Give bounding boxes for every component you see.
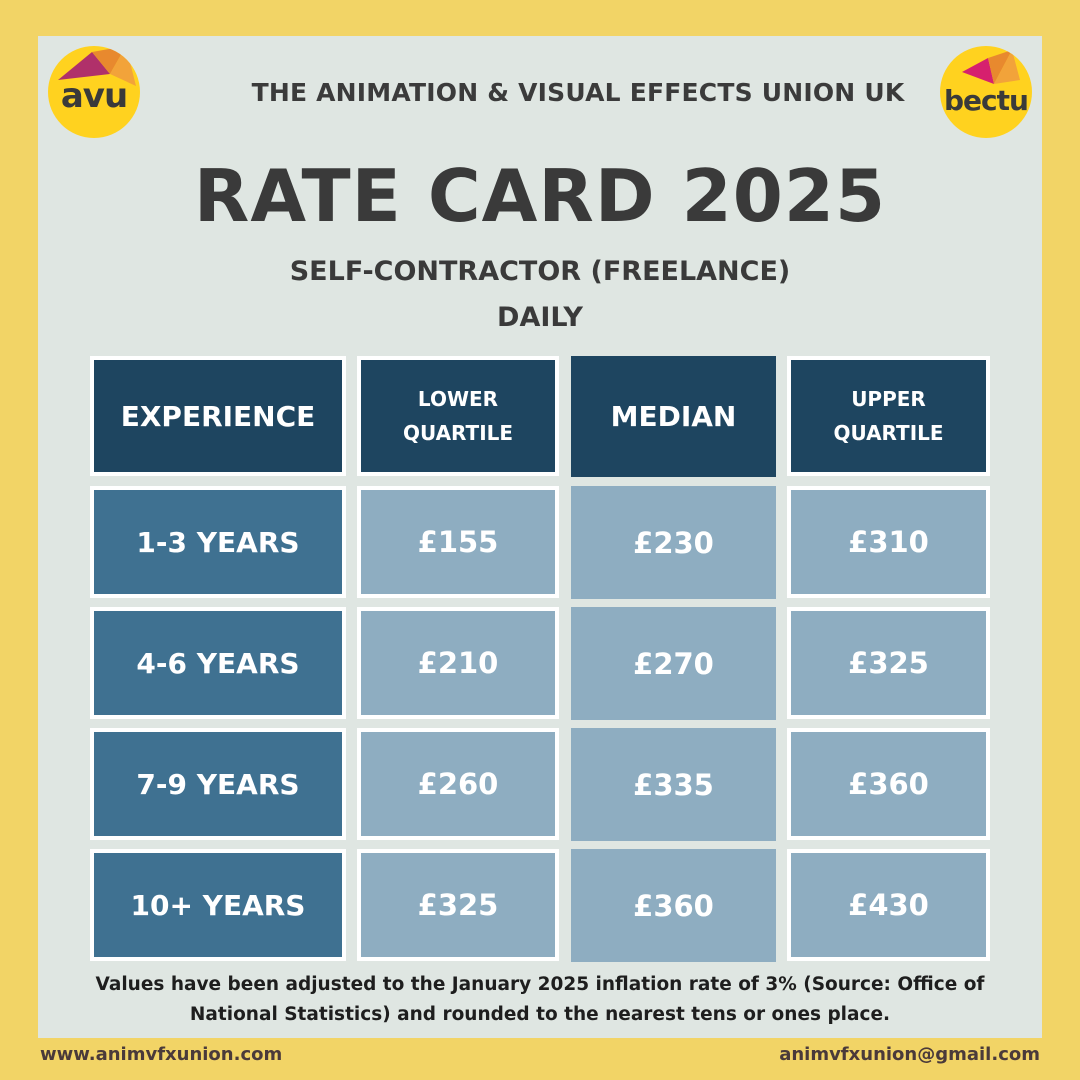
column-header-label: LOWER QUARTILE xyxy=(402,387,514,445)
avu-origami-logo-icon xyxy=(58,46,136,86)
table-cell-upper-quartile: £360 xyxy=(787,728,990,840)
table-cell-lower-quartile: £260 xyxy=(357,728,559,840)
column-header-label: EXPERIENCE xyxy=(120,399,316,433)
table-row-experience: 10+ YEARS xyxy=(90,849,346,961)
union-name: THE ANIMATION & VISUAL EFFECTS UNION UK xyxy=(251,78,905,107)
column-header-label: MEDIAN xyxy=(610,400,737,433)
table-cell-median: £360 xyxy=(571,849,776,962)
table-row-experience: 1-3 YEARS xyxy=(90,486,346,598)
rate-period: DAILY xyxy=(497,302,583,333)
column-header-lower-quartile: LOWER QUARTILE xyxy=(357,356,559,476)
bectu-origami-logo-icon xyxy=(962,50,1020,84)
page-title: RATE CARD 2025 xyxy=(193,154,887,238)
bectu-logo-text: bectu xyxy=(944,84,1029,117)
table-cell-lower-quartile: £325 xyxy=(357,849,559,961)
inflation-note: Values have been adjusted to the January… xyxy=(95,974,985,1025)
table-cell-upper-quartile: £325 xyxy=(787,607,990,719)
column-header-median: MEDIAN xyxy=(571,356,776,477)
bectu-logo: bectu xyxy=(940,46,1032,138)
table-cell-lower-quartile: £210 xyxy=(357,607,559,719)
rate-card-panel: avu THE ANIMATION & VISUAL EFFECTS UNION… xyxy=(38,36,1042,1038)
avu-logo: avu xyxy=(48,46,140,138)
table-cell-lower-quartile: £155 xyxy=(357,486,559,598)
column-header-experience: EXPERIENCE xyxy=(90,356,346,476)
email-link[interactable]: animvfxunion@gmail.com xyxy=(779,1044,1040,1065)
page-subtitle: SELF-CONTRACTOR (FREELANCE) xyxy=(289,256,791,287)
table-cell-upper-quartile: £430 xyxy=(787,849,990,961)
column-header-upper-quartile: UPPER QUARTILE xyxy=(787,356,990,476)
website-link[interactable]: www.animvfxunion.com xyxy=(40,1044,283,1065)
table-row-experience: 7-9 YEARS xyxy=(90,728,346,840)
column-header-label: UPPER QUARTILE xyxy=(833,387,944,445)
table-cell-upper-quartile: £310 xyxy=(787,486,990,598)
table-row-experience: 4-6 YEARS xyxy=(90,607,346,719)
table-cell-median: £335 xyxy=(571,728,776,841)
avu-logo-text: avu xyxy=(60,76,128,116)
table-cell-median: £270 xyxy=(571,607,776,720)
table-cell-median: £230 xyxy=(571,486,776,599)
